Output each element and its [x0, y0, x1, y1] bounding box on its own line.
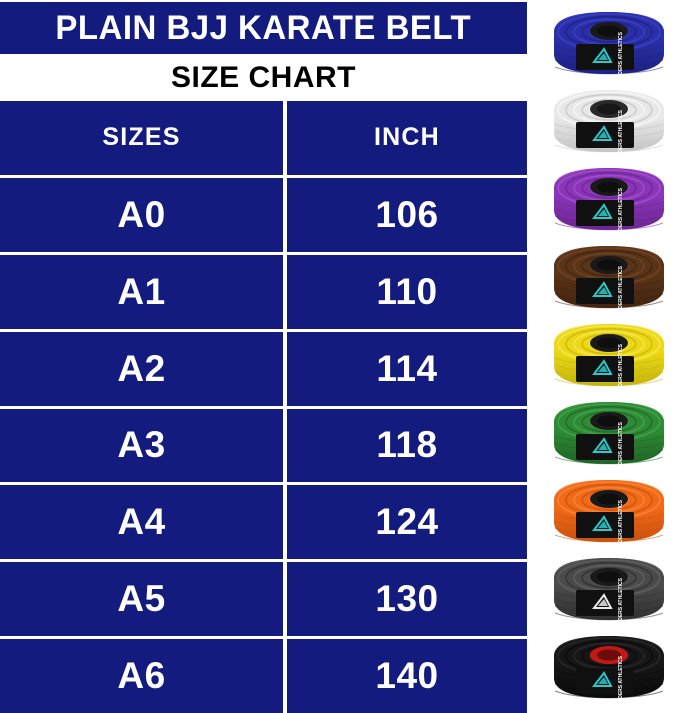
purple-belt-image: ANDERS ATHLETICS — [554, 168, 664, 238]
brand-wordmark: ANDERS ATHLETICS — [618, 499, 624, 550]
table-header-row: SIZES INCH — [0, 101, 527, 175]
cell-inch: 114 — [287, 331, 527, 406]
black-belt-image: ANDERS ATHLETICS — [554, 636, 664, 706]
black-belt: ANDERS ATHLETICS — [538, 628, 679, 706]
size-chart-table: SIZES INCH A0 106 A1 110 A2 114 A3 118 A4 124 A5 130 A… — [0, 101, 527, 713]
size-value: A4 — [117, 501, 166, 543]
cell-size: A6 — [0, 639, 283, 713]
brand-wordmark: ANDERS ATHLETICS — [618, 343, 624, 394]
cell-size: A0 — [0, 177, 283, 252]
white-belt-image: ANDERS ATHLETICS — [554, 90, 664, 160]
column-header-label: SIZES — [102, 123, 181, 152]
orange-belt: ANDERS ATHLETICS — [538, 472, 679, 550]
table-row: A1 110 — [0, 254, 527, 329]
triangle-logo-icon — [591, 359, 613, 375]
page-title: PLAIN BJJ KARATE BELT — [55, 8, 472, 47]
table-row: A2 114 — [0, 331, 527, 406]
triangle-logo-icon — [591, 125, 613, 141]
size-value: A2 — [117, 347, 166, 389]
brand-wordmark: ANDERS ATHLETICS — [618, 655, 624, 706]
size-value: A3 — [117, 424, 166, 466]
brand-wordmark: ANDERS ATHLETICS — [618, 577, 624, 628]
size-chart-panel: PLAIN BJJ KARATE BELT SIZE CHART SIZES IN… — [0, 2, 527, 713]
inch-value: 110 — [376, 270, 438, 312]
size-value: A6 — [117, 655, 166, 697]
brand-wordmark: ANDERS ATHLETICS — [618, 109, 624, 160]
green-belt: ANDERS ATHLETICS — [538, 394, 679, 472]
column-header-inch: INCH — [287, 101, 527, 175]
grey-belt: ANDERS ATHLETICS — [538, 550, 679, 628]
cell-inch: 124 — [287, 485, 527, 560]
cell-inch: 106 — [287, 177, 527, 252]
brown-belt-image: ANDERS ATHLETICS — [554, 246, 664, 316]
inch-value: 106 — [375, 193, 439, 235]
cell-size: A5 — [0, 562, 283, 637]
triangle-logo-icon — [591, 203, 613, 219]
purple-belt: ANDERS ATHLETICS — [538, 160, 679, 238]
blue-belt: ANDERS ATHLETICS — [538, 4, 679, 82]
white-belt: ANDERS ATHLETICS — [538, 82, 679, 160]
orange-belt-image: ANDERS ATHLETICS — [554, 480, 664, 550]
brand-wordmark: ANDERS ATHLETICS — [618, 421, 624, 472]
inch-value: 130 — [375, 578, 439, 620]
grey-belt-image: ANDERS ATHLETICS — [554, 558, 664, 628]
column-header-sizes: SIZES — [0, 101, 283, 175]
brown-belt: ANDERS ATHLETICS — [538, 238, 679, 316]
triangle-logo-icon — [591, 281, 613, 297]
triangle-logo-icon — [591, 47, 613, 63]
page-subtitle: SIZE CHART — [171, 61, 356, 94]
green-belt-image: ANDERS ATHLETICS — [554, 402, 664, 472]
table-row: A5 130 — [0, 562, 527, 637]
cell-inch: 140 — [287, 639, 527, 713]
cell-size: A4 — [0, 485, 283, 560]
yellow-belt-image: ANDERS ATHLETICS — [554, 324, 664, 394]
cell-size: A2 — [0, 331, 283, 406]
blue-belt-image: ANDERS ATHLETICS — [554, 12, 664, 82]
cell-size: A3 — [0, 408, 283, 483]
size-value: A5 — [117, 578, 166, 620]
yellow-belt: ANDERS ATHLETICS — [538, 316, 679, 394]
triangle-logo-icon — [591, 671, 613, 687]
table-row: A0 106 — [0, 177, 527, 252]
brand-wordmark: ANDERS ATHLETICS — [618, 31, 624, 82]
size-value: A0 — [117, 193, 166, 235]
table-row: A6 140 — [0, 639, 527, 713]
inch-value: 140 — [375, 655, 439, 697]
subtitle-bar: SIZE CHART — [0, 56, 527, 100]
belt-gallery: ANDERS ATHLETICS ANDERS ATHLETICS ANDERS A… — [538, 0, 679, 713]
title-bar: PLAIN BJJ KARATE BELT — [0, 2, 527, 54]
cell-size: A1 — [0, 254, 283, 329]
triangle-logo-icon — [591, 593, 613, 609]
inch-value: 124 — [375, 501, 439, 543]
triangle-logo-icon — [591, 437, 613, 453]
column-header-label: INCH — [374, 123, 440, 152]
cell-inch: 130 — [287, 562, 527, 637]
triangle-logo-icon — [591, 515, 613, 531]
cell-inch: 110 — [287, 254, 527, 329]
cell-inch: 118 — [287, 408, 527, 483]
table-row: A3 118 — [0, 408, 527, 483]
size-value: A1 — [117, 270, 166, 312]
table-row: A4 124 — [0, 485, 527, 560]
brand-wordmark: ANDERS ATHLETICS — [618, 187, 624, 238]
inch-value: 118 — [376, 424, 438, 466]
brand-wordmark: ANDERS ATHLETICS — [618, 265, 624, 316]
inch-value: 114 — [376, 347, 438, 389]
